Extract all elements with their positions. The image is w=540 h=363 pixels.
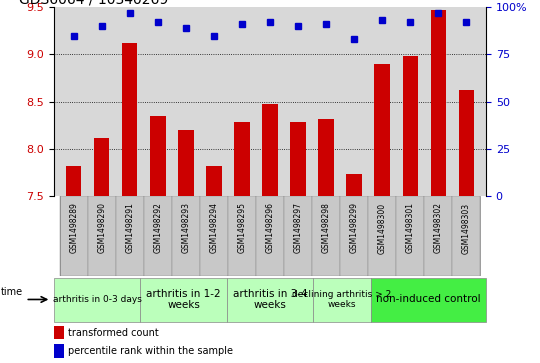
- Text: GSM1498295: GSM1498295: [238, 203, 246, 253]
- Bar: [172, 196, 200, 276]
- Bar: [368, 196, 396, 276]
- Bar: [200, 196, 228, 276]
- Text: GSM1498291: GSM1498291: [125, 203, 134, 253]
- Bar: [453, 196, 481, 276]
- Bar: [312, 196, 340, 276]
- Bar: [228, 196, 256, 276]
- Text: declining arthritis > 2
weeks: declining arthritis > 2 weeks: [292, 290, 392, 309]
- Bar: [116, 196, 144, 276]
- FancyBboxPatch shape: [313, 278, 371, 322]
- Text: arthritis in 3-4
weeks: arthritis in 3-4 weeks: [233, 289, 307, 310]
- Text: arthritis in 1-2
weeks: arthritis in 1-2 weeks: [146, 289, 221, 310]
- Text: GSM1498289: GSM1498289: [69, 203, 78, 253]
- FancyBboxPatch shape: [227, 278, 313, 322]
- Bar: [206, 166, 221, 196]
- Text: GSM1498299: GSM1498299: [350, 203, 359, 253]
- Text: GSM1498293: GSM1498293: [181, 203, 190, 253]
- Bar: [150, 116, 165, 196]
- Text: GSM1498303: GSM1498303: [462, 203, 471, 253]
- Bar: [319, 119, 334, 196]
- Bar: [66, 166, 82, 196]
- Bar: [178, 130, 193, 196]
- Text: transformed count: transformed count: [68, 327, 158, 338]
- Bar: [122, 43, 138, 196]
- Text: GSM1498294: GSM1498294: [210, 203, 218, 253]
- Text: percentile rank within the sample: percentile rank within the sample: [68, 346, 233, 356]
- Bar: [402, 56, 418, 196]
- Bar: [234, 122, 249, 196]
- Bar: [424, 196, 453, 276]
- Bar: [291, 122, 306, 196]
- Bar: [94, 138, 110, 196]
- Text: GSM1498297: GSM1498297: [294, 203, 302, 253]
- Bar: [340, 196, 368, 276]
- Text: GSM1498300: GSM1498300: [377, 203, 387, 253]
- Text: GSM1498302: GSM1498302: [434, 203, 443, 253]
- FancyBboxPatch shape: [371, 278, 486, 322]
- Text: GSM1498290: GSM1498290: [97, 203, 106, 253]
- Text: GSM1498298: GSM1498298: [322, 203, 330, 253]
- Text: arthritis in 0-3 days: arthritis in 0-3 days: [53, 295, 141, 304]
- Bar: [87, 196, 116, 276]
- Bar: [256, 196, 284, 276]
- Bar: [396, 196, 424, 276]
- Bar: [54, 344, 64, 358]
- Text: time: time: [1, 287, 23, 297]
- Bar: [284, 196, 312, 276]
- Text: non-induced control: non-induced control: [376, 294, 481, 305]
- Bar: [375, 64, 390, 196]
- Bar: [458, 90, 474, 196]
- Text: GSM1498296: GSM1498296: [266, 203, 274, 253]
- Bar: [262, 103, 278, 196]
- Bar: [59, 196, 87, 276]
- Text: GDS6064 / 10340269: GDS6064 / 10340269: [19, 0, 168, 6]
- Text: GSM1498301: GSM1498301: [406, 203, 415, 253]
- FancyBboxPatch shape: [54, 278, 140, 322]
- FancyBboxPatch shape: [140, 278, 227, 322]
- Text: GSM1498292: GSM1498292: [153, 203, 163, 253]
- Bar: [347, 174, 362, 196]
- Bar: [430, 10, 446, 196]
- Bar: [54, 326, 64, 339]
- Bar: [144, 196, 172, 276]
